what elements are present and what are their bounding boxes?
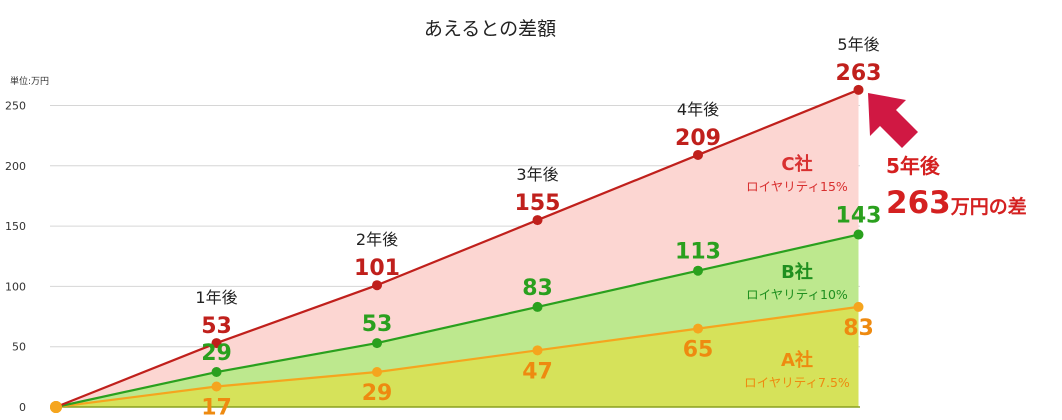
data-point-c — [50, 401, 62, 413]
data-label-c: 53 — [201, 314, 232, 339]
data-point-b — [853, 229, 864, 240]
series-line-c — [55, 88, 859, 409]
data-label-b: 53 — [362, 312, 393, 337]
year-label: 4年後 — [677, 100, 719, 119]
data-point-a — [853, 301, 864, 312]
area-a — [56, 306, 859, 407]
data-label-a: 29 — [362, 381, 393, 406]
company-label-a: A社 — [781, 349, 813, 371]
company-label-c: C社 — [781, 153, 812, 175]
callout-arrow-icon — [868, 93, 918, 148]
series-line-a — [55, 305, 859, 409]
data-label-b: 83 — [522, 276, 553, 301]
y-tick-label: 100 — [5, 280, 26, 293]
callout-value: 263 — [886, 185, 951, 221]
y-tick-label: 50 — [12, 341, 26, 354]
data-label-a: 17 — [201, 395, 232, 420]
data-label-b: 113 — [675, 240, 721, 265]
data-point-c — [853, 84, 864, 95]
data-label-c: 155 — [515, 191, 561, 216]
y-tick-label: 0 — [19, 401, 26, 414]
data-label-b: 143 — [836, 204, 882, 229]
data-label-a: 47 — [522, 359, 553, 384]
unit-label: 単位:万円 — [10, 77, 50, 87]
data-label-b: 29 — [201, 341, 232, 366]
data-point-b — [211, 367, 222, 378]
data-label-c: 263 — [836, 61, 882, 86]
year-label: 2年後 — [356, 230, 398, 249]
callout-year: 5年後 — [886, 154, 940, 178]
data-point-a — [693, 323, 703, 334]
chart-title: あえるとの差額 — [423, 18, 557, 40]
data-label-c: 209 — [675, 126, 721, 151]
y-tick-label: 200 — [5, 160, 26, 173]
royalty-label-b: ロイヤリティ10% — [746, 287, 848, 302]
company-label-b: B社 — [781, 261, 813, 283]
data-point-c — [693, 149, 703, 160]
data-point-c — [372, 280, 382, 291]
difference-callout: 5年後 263万円の差 — [886, 150, 1027, 221]
data-label-c: 101 — [354, 256, 400, 281]
year-label: 5年後 — [837, 35, 879, 54]
data-point-a — [532, 345, 543, 356]
data-point-b — [532, 301, 543, 312]
callout-suffix: 万円の差 — [950, 196, 1027, 218]
data-label-a: 83 — [843, 316, 874, 341]
data-point-a — [211, 381, 222, 392]
data-point-b — [693, 265, 703, 276]
data-point-b — [372, 338, 382, 349]
year-label: 3年後 — [516, 165, 558, 184]
data-label-a: 65 — [683, 338, 714, 363]
data-point-c — [211, 338, 222, 349]
y-tick-label: 150 — [5, 220, 26, 233]
data-point-c — [532, 215, 543, 226]
data-point-a — [372, 367, 382, 378]
series-line-b — [55, 233, 859, 409]
royalty-label-c: ロイヤリティ15% — [746, 179, 848, 194]
royalty-label-a: ロイヤリティ7.5% — [744, 375, 850, 390]
year-label: 1年後 — [195, 288, 237, 307]
y-tick-label: 250 — [5, 100, 26, 113]
